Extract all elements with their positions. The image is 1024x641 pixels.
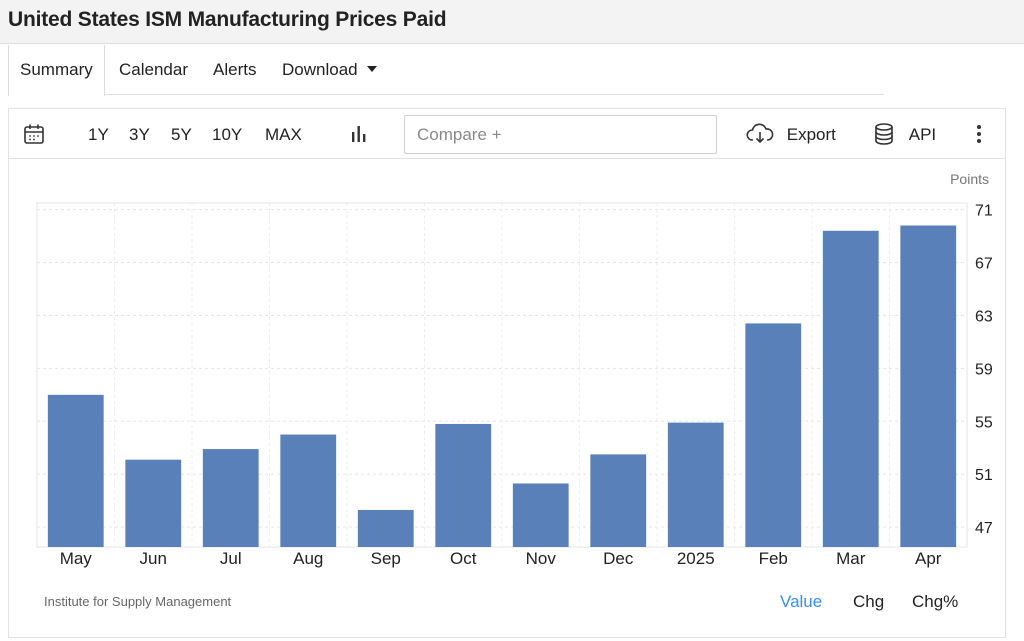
chevron-down-icon (366, 65, 377, 72)
x-tick-label: 2025 (677, 549, 715, 568)
calendar-button[interactable] (23, 109, 45, 159)
bar-aug[interactable] (280, 434, 337, 547)
x-tick-label: Jul (220, 549, 242, 568)
y-tick-label: 63 (975, 308, 993, 325)
bars (47, 225, 957, 548)
page-title: United States ISM Manufacturing Prices P… (8, 8, 447, 31)
database-icon (875, 122, 893, 145)
more-vertical-icon (977, 125, 981, 143)
x-tick-label: May (60, 549, 93, 568)
tab-alerts[interactable]: Alerts (213, 45, 256, 95)
chart-toolbar: 1Y 3Y 5Y 10Y MAX Export (9, 109, 1005, 159)
bar-jul[interactable] (202, 449, 259, 547)
y-axis-labels: 47 51 55 59 63 67 71 (975, 203, 993, 538)
bar-dec[interactable] (590, 454, 647, 547)
tab-bar: Summary Calendar Alerts Download (8, 45, 884, 96)
export-button[interactable]: Export (746, 109, 836, 159)
tab-alerts-label: Alerts (213, 60, 257, 79)
unit-label: Points (950, 171, 989, 187)
x-tick-label: Apr (915, 549, 942, 568)
source-label: Institute for Supply Management (44, 594, 232, 609)
y-tick-label: 71 (975, 203, 993, 220)
x-tick-label: Mar (836, 549, 866, 568)
bar-chart-icon (352, 126, 366, 142)
api-label: API (908, 125, 937, 144)
bar-sep[interactable] (357, 509, 414, 547)
view-chgpct-button[interactable]: Chg% (912, 592, 959, 611)
x-tick-label: Nov (526, 549, 557, 568)
range-1y-button[interactable]: 1Y (88, 125, 109, 144)
bar-jun[interactable] (125, 459, 182, 547)
bar-mar[interactable] (822, 230, 879, 548)
range-max-button[interactable]: MAX (265, 125, 302, 144)
bar-feb[interactable] (745, 323, 802, 547)
y-tick-label: 51 (975, 467, 993, 484)
tab-calendar-label: Calendar (119, 60, 188, 79)
range-3y-button[interactable]: 3Y (129, 125, 150, 144)
more-options-button[interactable] (975, 109, 983, 159)
view-value-button[interactable]: Value (780, 592, 823, 611)
chart-panel: 1Y 3Y 5Y 10Y MAX Export (8, 108, 1006, 638)
bar-oct[interactable] (435, 423, 492, 547)
x-axis-labels: May Jun Jul Aug Sep Oct Nov Dec 2025 Feb Mar Apr (60, 549, 942, 568)
export-label: Export (786, 125, 836, 144)
calendar-icon (24, 124, 44, 144)
x-tick-label: Dec (603, 549, 634, 568)
cloud-download-icon (746, 123, 774, 143)
view-chg-button[interactable]: Chg (853, 592, 885, 611)
api-button[interactable]: API (873, 109, 936, 159)
x-tick-label: Oct (450, 549, 477, 568)
tab-download[interactable]: Download (282, 45, 377, 95)
bar-2025[interactable] (667, 422, 724, 547)
tab-summary[interactable]: Summary (8, 45, 105, 96)
x-tick-label: Jun (140, 549, 167, 568)
y-tick-label: 67 (975, 256, 993, 273)
grid-lines (36, 202, 968, 548)
tab-download-label: Download (282, 60, 358, 79)
range-5y-button[interactable]: 5Y (171, 125, 192, 144)
x-tick-label: Feb (759, 549, 788, 568)
compare-input[interactable] (404, 115, 717, 154)
x-tick-label: Aug (293, 549, 323, 568)
y-tick-label: 47 (975, 520, 993, 537)
tab-summary-label: Summary (20, 60, 93, 79)
tab-calendar[interactable]: Calendar (119, 45, 188, 95)
bar-nov[interactable] (512, 483, 569, 547)
x-tick-label: Sep (371, 549, 401, 568)
bar-apr[interactable] (900, 225, 957, 547)
bar-may[interactable] (47, 394, 104, 547)
chart-type-button[interactable] (349, 109, 369, 159)
range-10y-button[interactable]: 10Y (212, 125, 243, 144)
title-bar: United States ISM Manufacturing Prices P… (0, 0, 1024, 44)
y-tick-label: 55 (975, 414, 993, 431)
y-tick-label: 59 (975, 361, 993, 378)
